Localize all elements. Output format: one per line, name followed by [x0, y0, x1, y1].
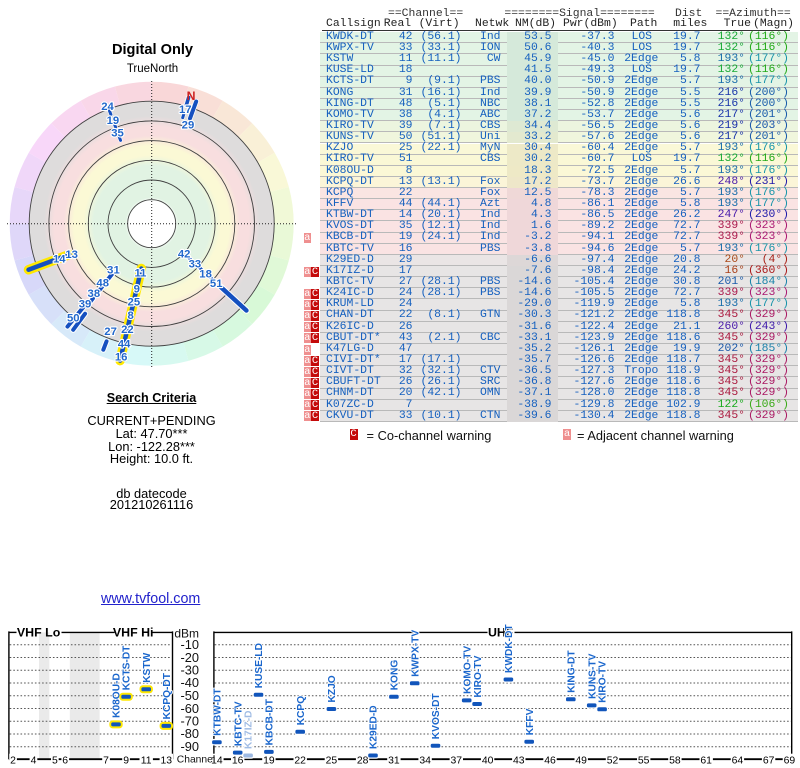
svg-text:22: 22: [121, 324, 134, 336]
svg-text:48: 48: [96, 277, 109, 289]
svg-text:K17IZ-D: K17IZ-D: [244, 711, 255, 750]
svg-text:40: 40: [482, 755, 494, 766]
svg-text:13: 13: [161, 755, 173, 766]
svg-text:19: 19: [263, 755, 275, 766]
svg-text:19: 19: [107, 115, 120, 127]
svg-text:5: 5: [52, 755, 58, 766]
svg-text:VHF Hi: VHF Hi: [113, 626, 154, 640]
svg-text:KUSE-LD: KUSE-LD: [254, 643, 265, 688]
svg-text:K29ED-D: K29ED-D: [369, 705, 380, 749]
svg-text:Channel: Channel: [177, 755, 215, 766]
svg-text:37: 37: [451, 755, 463, 766]
svg-text:KOMO-TV: KOMO-TV: [462, 646, 473, 694]
svg-text:11: 11: [141, 755, 152, 766]
svg-text:33: 33: [189, 259, 202, 271]
svg-text:2: 2: [10, 755, 16, 766]
svg-text:KWDK-DT: KWDK-DT: [504, 624, 515, 673]
svg-text:dBm: dBm: [174, 627, 199, 641]
svg-text:39: 39: [79, 298, 92, 310]
svg-text:34: 34: [419, 755, 431, 766]
svg-text:44: 44: [118, 339, 131, 351]
svg-text:49: 49: [575, 755, 587, 766]
svg-text:-20: -20: [181, 650, 200, 665]
svg-text:25: 25: [128, 296, 141, 308]
svg-text:14: 14: [53, 254, 66, 266]
svg-text:KTBW-DT: KTBW-DT: [213, 688, 224, 736]
svg-text:-90: -90: [181, 739, 200, 754]
svg-text:KZJO: KZJO: [327, 675, 338, 702]
svg-text:KWPX-TV: KWPX-TV: [410, 630, 421, 677]
svg-text:61: 61: [700, 755, 712, 766]
svg-text:28: 28: [357, 755, 369, 766]
svg-text:KCPQ: KCPQ: [296, 696, 307, 726]
svg-text:27: 27: [104, 326, 117, 338]
svg-text:KONG: KONG: [390, 660, 401, 691]
svg-text:-40: -40: [181, 675, 200, 690]
svg-text:KFFV: KFFV: [525, 708, 536, 735]
svg-text:16: 16: [115, 352, 128, 364]
svg-text:KIRO-TV: KIRO-TV: [598, 661, 609, 703]
svg-text:13: 13: [65, 249, 78, 261]
svg-text:9: 9: [123, 755, 129, 766]
svg-text:-50: -50: [181, 688, 200, 703]
svg-text:-10: -10: [181, 637, 200, 652]
svg-text:KUNS-TV: KUNS-TV: [587, 653, 598, 698]
svg-text:17: 17: [179, 104, 192, 116]
svg-text:N: N: [187, 89, 196, 103]
svg-text:6: 6: [62, 755, 68, 766]
svg-text:22: 22: [294, 755, 306, 766]
svg-text:24: 24: [101, 101, 114, 113]
svg-text:-60: -60: [181, 701, 200, 716]
svg-text:29: 29: [182, 119, 195, 131]
svg-text:25: 25: [326, 755, 338, 766]
svg-text:38: 38: [88, 288, 101, 300]
svg-text:16: 16: [232, 755, 244, 766]
svg-text:-80: -80: [181, 726, 200, 741]
svg-text:69: 69: [784, 755, 796, 766]
svg-text:67: 67: [763, 755, 775, 766]
svg-text:14: 14: [211, 755, 223, 766]
svg-text:46: 46: [544, 755, 556, 766]
svg-text:18: 18: [199, 268, 212, 280]
svg-text:31: 31: [388, 755, 400, 766]
svg-text:KSTW: KSTW: [142, 652, 153, 682]
svg-text:KCPQ-DT: KCPQ-DT: [162, 672, 173, 719]
svg-text:31: 31: [107, 265, 120, 277]
svg-text:58: 58: [669, 755, 681, 766]
svg-text:UHF: UHF: [488, 626, 514, 640]
svg-text:-70: -70: [181, 714, 200, 729]
svg-text:64: 64: [732, 755, 744, 766]
svg-text:KCTS-DT: KCTS-DT: [122, 645, 133, 690]
svg-text:KBTC-TV: KBTC-TV: [233, 701, 244, 746]
svg-text:8: 8: [128, 310, 134, 322]
svg-text:52: 52: [607, 755, 619, 766]
svg-text:11: 11: [135, 268, 147, 280]
svg-text:KBCB-DT: KBCB-DT: [265, 698, 276, 745]
svg-text:55: 55: [638, 755, 650, 766]
svg-text:KING-DT: KING-DT: [566, 650, 577, 693]
svg-text:35: 35: [111, 128, 124, 140]
svg-text:43: 43: [513, 755, 525, 766]
svg-text:51: 51: [210, 278, 223, 290]
svg-text:K08OU-D: K08OU-D: [112, 673, 123, 718]
svg-text:KVOS-DT: KVOS-DT: [431, 693, 442, 740]
svg-text:KIRO-TV: KIRO-TV: [473, 655, 484, 697]
svg-text:VHF Lo: VHF Lo: [17, 626, 61, 640]
svg-text:9: 9: [134, 284, 140, 296]
svg-text:42: 42: [178, 249, 191, 261]
svg-text:-30: -30: [181, 663, 200, 678]
svg-text:7: 7: [103, 755, 109, 766]
svg-text:4: 4: [31, 755, 37, 766]
svg-text:50: 50: [67, 312, 80, 324]
